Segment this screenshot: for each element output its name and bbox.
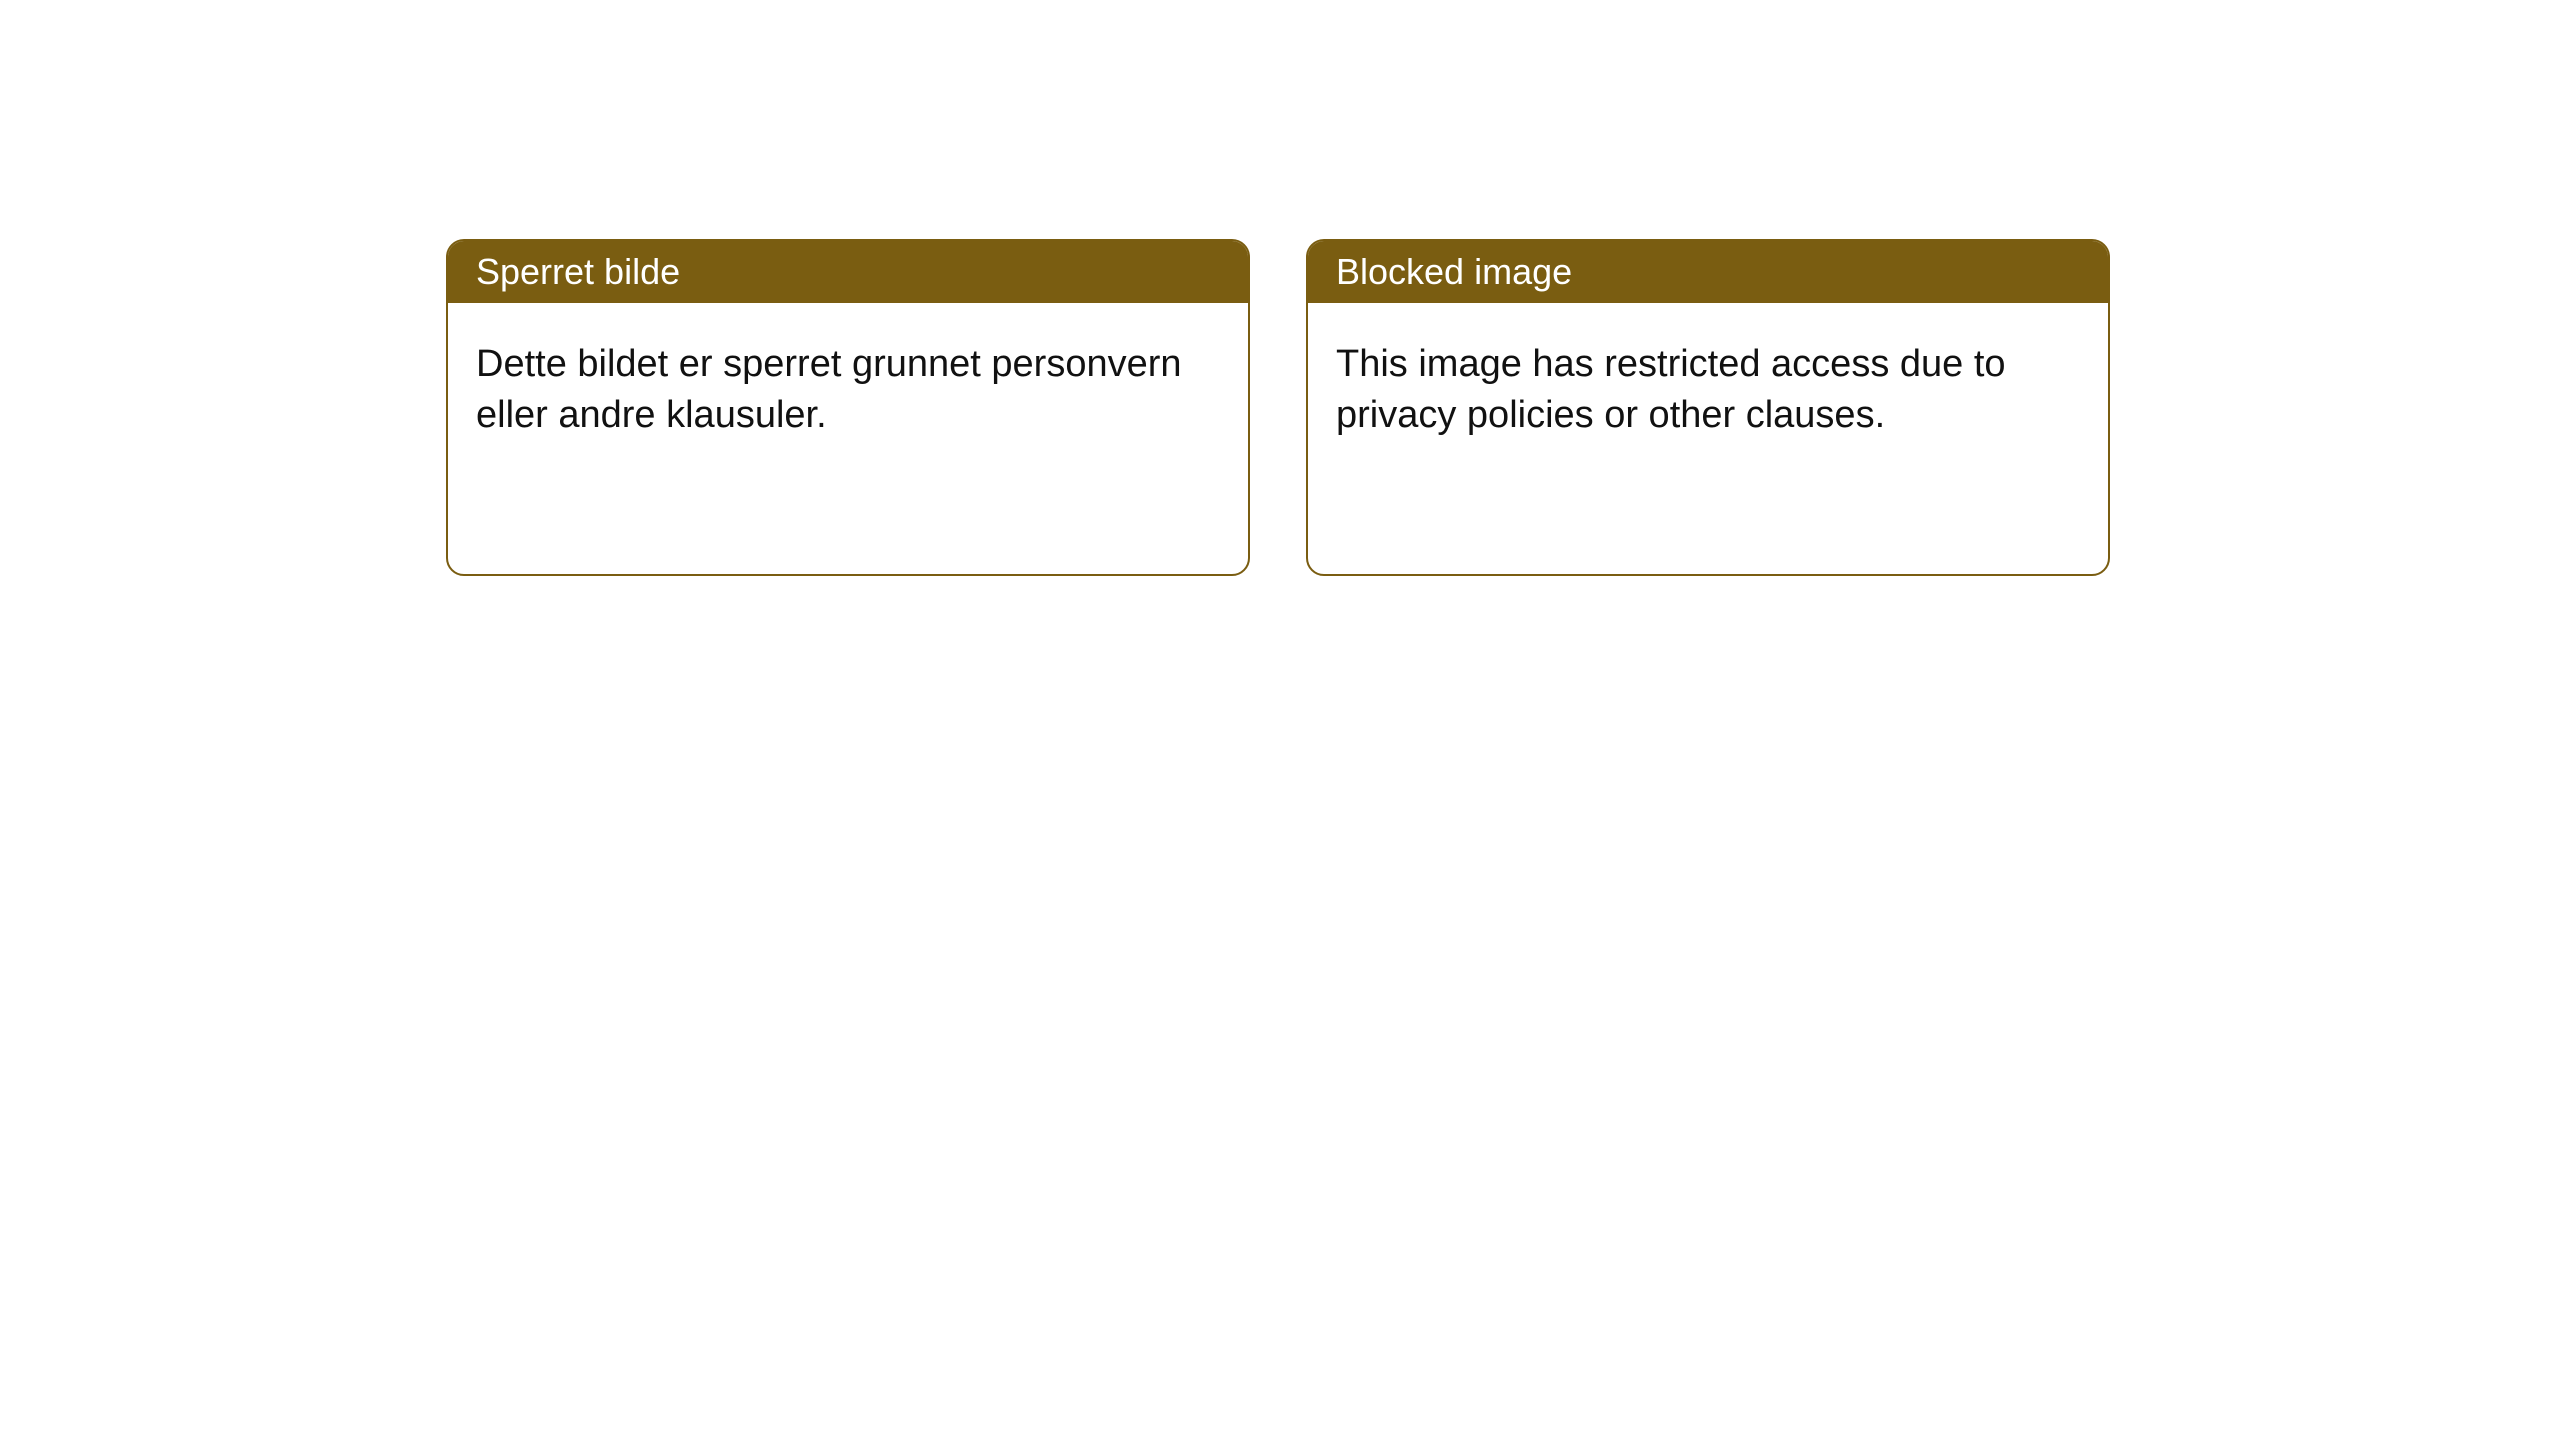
notice-card-header: Blocked image <box>1308 241 2108 303</box>
notice-card-message: This image has restricted access due to … <box>1336 339 2080 442</box>
notice-card-norwegian: Sperret bilde Dette bildet er sperret gr… <box>446 239 1250 576</box>
notice-card-title: Sperret bilde <box>476 251 680 293</box>
notice-card-english: Blocked image This image has restricted … <box>1306 239 2110 576</box>
notice-card-body: This image has restricted access due to … <box>1308 303 2108 478</box>
notice-card-message: Dette bildet er sperret grunnet personve… <box>476 339 1220 442</box>
notice-card-body: Dette bildet er sperret grunnet personve… <box>448 303 1248 478</box>
notice-card-title: Blocked image <box>1336 251 1572 293</box>
notice-card-header: Sperret bilde <box>448 241 1248 303</box>
notice-container: Sperret bilde Dette bildet er sperret gr… <box>446 239 2110 576</box>
